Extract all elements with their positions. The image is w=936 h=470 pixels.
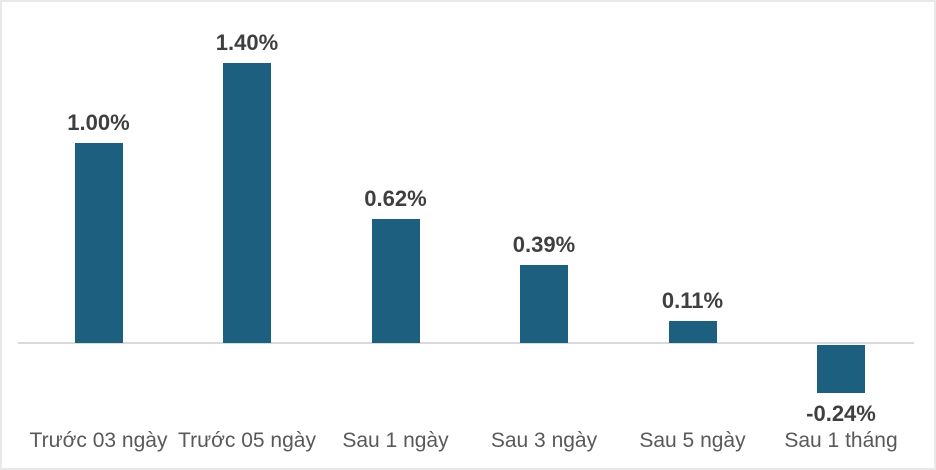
bar [520,265,568,343]
bar-value-label: 0.62% [364,186,427,211]
bar-value-label: 1.00% [67,110,130,135]
bar [223,63,271,343]
bar-value-label: 0.39% [512,232,576,257]
category-label: Trước 03 ngày [29,429,168,452]
bar-value-label: 1.40% [215,30,279,55]
bar-value-label: -0.24% [806,401,876,426]
category-label: Sau 1 ngày [342,429,449,452]
category-label: Sau 3 ngày [490,429,598,452]
bar [668,321,717,343]
x-axis-zero-line [18,342,914,344]
bar-value-label: 0.11% [661,288,724,313]
category-label: Sau 5 ngày [639,429,746,452]
bar [74,143,123,343]
category-label: Sau 1 tháng [784,429,898,452]
category-label: Trước 05 ngày [178,429,316,452]
bar [817,345,865,393]
bar [371,219,420,343]
